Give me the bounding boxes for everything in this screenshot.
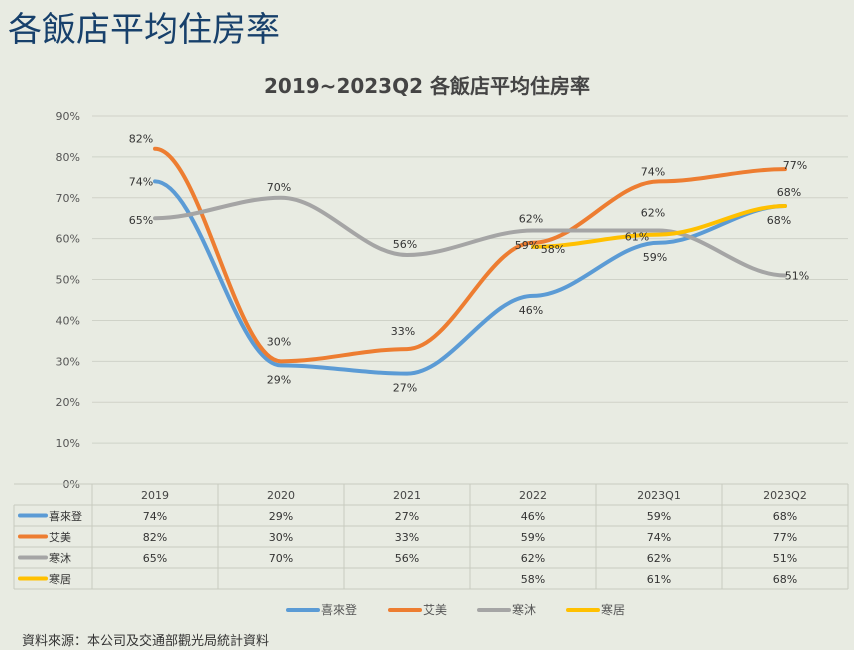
data-label: 68% [777, 186, 801, 199]
data-label: 58% [541, 243, 565, 256]
y-tick-label: 60% [56, 233, 80, 246]
legend-label: 喜來登 [321, 602, 357, 617]
data-label: 61% [625, 231, 649, 244]
y-tick-label: 80% [56, 151, 80, 164]
table-series-name: 喜來登 [49, 509, 82, 523]
source-note: 資料來源：本公司及交通部觀光局統計資料 [22, 634, 270, 649]
table-cell: 68% [773, 510, 797, 523]
x-tick-label: 2023Q1 [637, 489, 681, 502]
chart-grid: 0%10%20%30%40%50%60%70%80%90% [56, 110, 848, 491]
series-line [153, 179, 787, 376]
page-title: 各飯店平均住房率 [8, 10, 280, 50]
series-line [153, 146, 787, 364]
x-tick-label: 2021 [393, 489, 421, 502]
table-cell: 62% [521, 552, 545, 565]
table-cell: 56% [395, 552, 419, 565]
legend-label: 艾美 [423, 603, 447, 617]
x-tick-label: 2020 [267, 489, 295, 502]
table-cell: 61% [647, 573, 671, 586]
data-label: 51% [785, 269, 809, 282]
data-label: 27% [393, 382, 417, 395]
data-label: 74% [641, 165, 665, 178]
table-cell: 74% [647, 531, 671, 544]
table-series-name: 寒居 [49, 572, 71, 586]
y-tick-label: 10% [56, 437, 80, 450]
y-tick-label: 90% [56, 110, 80, 123]
y-tick-label: 40% [56, 314, 80, 327]
table-cell: 30% [269, 531, 293, 544]
chart-title: 2019~2023Q2 各飯店平均住房率 [264, 74, 590, 98]
y-tick-label: 70% [56, 192, 80, 205]
data-label: 70% [267, 181, 291, 194]
data-label: 46% [519, 304, 543, 317]
table-cell: 62% [647, 552, 671, 565]
y-tick-label: 50% [56, 274, 80, 287]
y-tick-label: 30% [56, 355, 80, 368]
chart-legend: 喜來登 艾美 寒沐 寒居 [286, 602, 625, 617]
table-cell: 59% [647, 510, 671, 523]
data-label: 62% [641, 206, 665, 219]
data-label: 74% [129, 175, 153, 188]
data-label: 33% [391, 325, 415, 338]
legend-label: 寒居 [601, 602, 625, 617]
chart-series [153, 146, 787, 376]
table-cell: 74% [143, 510, 167, 523]
x-tick-label: 2022 [519, 489, 547, 502]
data-labels: 74% 29% 27% 46% 59% 68% 82% 30% 33% 59% 74% 77% 65% 7… [129, 133, 809, 395]
table-cell: 82% [143, 531, 167, 544]
data-label: 59% [515, 239, 539, 252]
table-series-name: 寒沐 [49, 551, 71, 565]
data-label: 56% [393, 238, 417, 251]
data-label: 68% [767, 214, 791, 227]
table-cell: 77% [773, 531, 797, 544]
data-table: 2019 2020 2021 2022 2023Q1 2023Q2 喜來登 74% 29% 27%… [13, 483, 849, 590]
table-cell: 51% [773, 552, 797, 565]
table-series-name: 艾美 [49, 531, 71, 544]
x-tick-label: 2019 [141, 489, 169, 502]
y-tick-label: 20% [56, 396, 80, 409]
table-cell: 58% [521, 573, 545, 586]
data-label: 59% [643, 251, 667, 264]
data-label: 30% [267, 335, 291, 348]
data-label: 65% [129, 214, 153, 227]
x-tick-label: 2023Q2 [763, 489, 807, 502]
series-line [531, 203, 787, 249]
table-cell: 46% [521, 510, 545, 523]
table-cell: 70% [269, 552, 293, 565]
table-cell: 59% [521, 531, 545, 544]
data-label: 77% [783, 159, 807, 172]
table-cell: 29% [269, 510, 293, 523]
table-cell: 68% [773, 573, 797, 586]
table-cell: 33% [395, 531, 419, 544]
data-label: 82% [129, 133, 153, 146]
data-label: 62% [519, 212, 543, 225]
table-cell: 27% [395, 510, 419, 523]
legend-label: 寒沐 [512, 602, 536, 617]
data-label: 29% [267, 373, 291, 386]
table-cell: 65% [143, 552, 167, 565]
series-line [153, 195, 787, 278]
